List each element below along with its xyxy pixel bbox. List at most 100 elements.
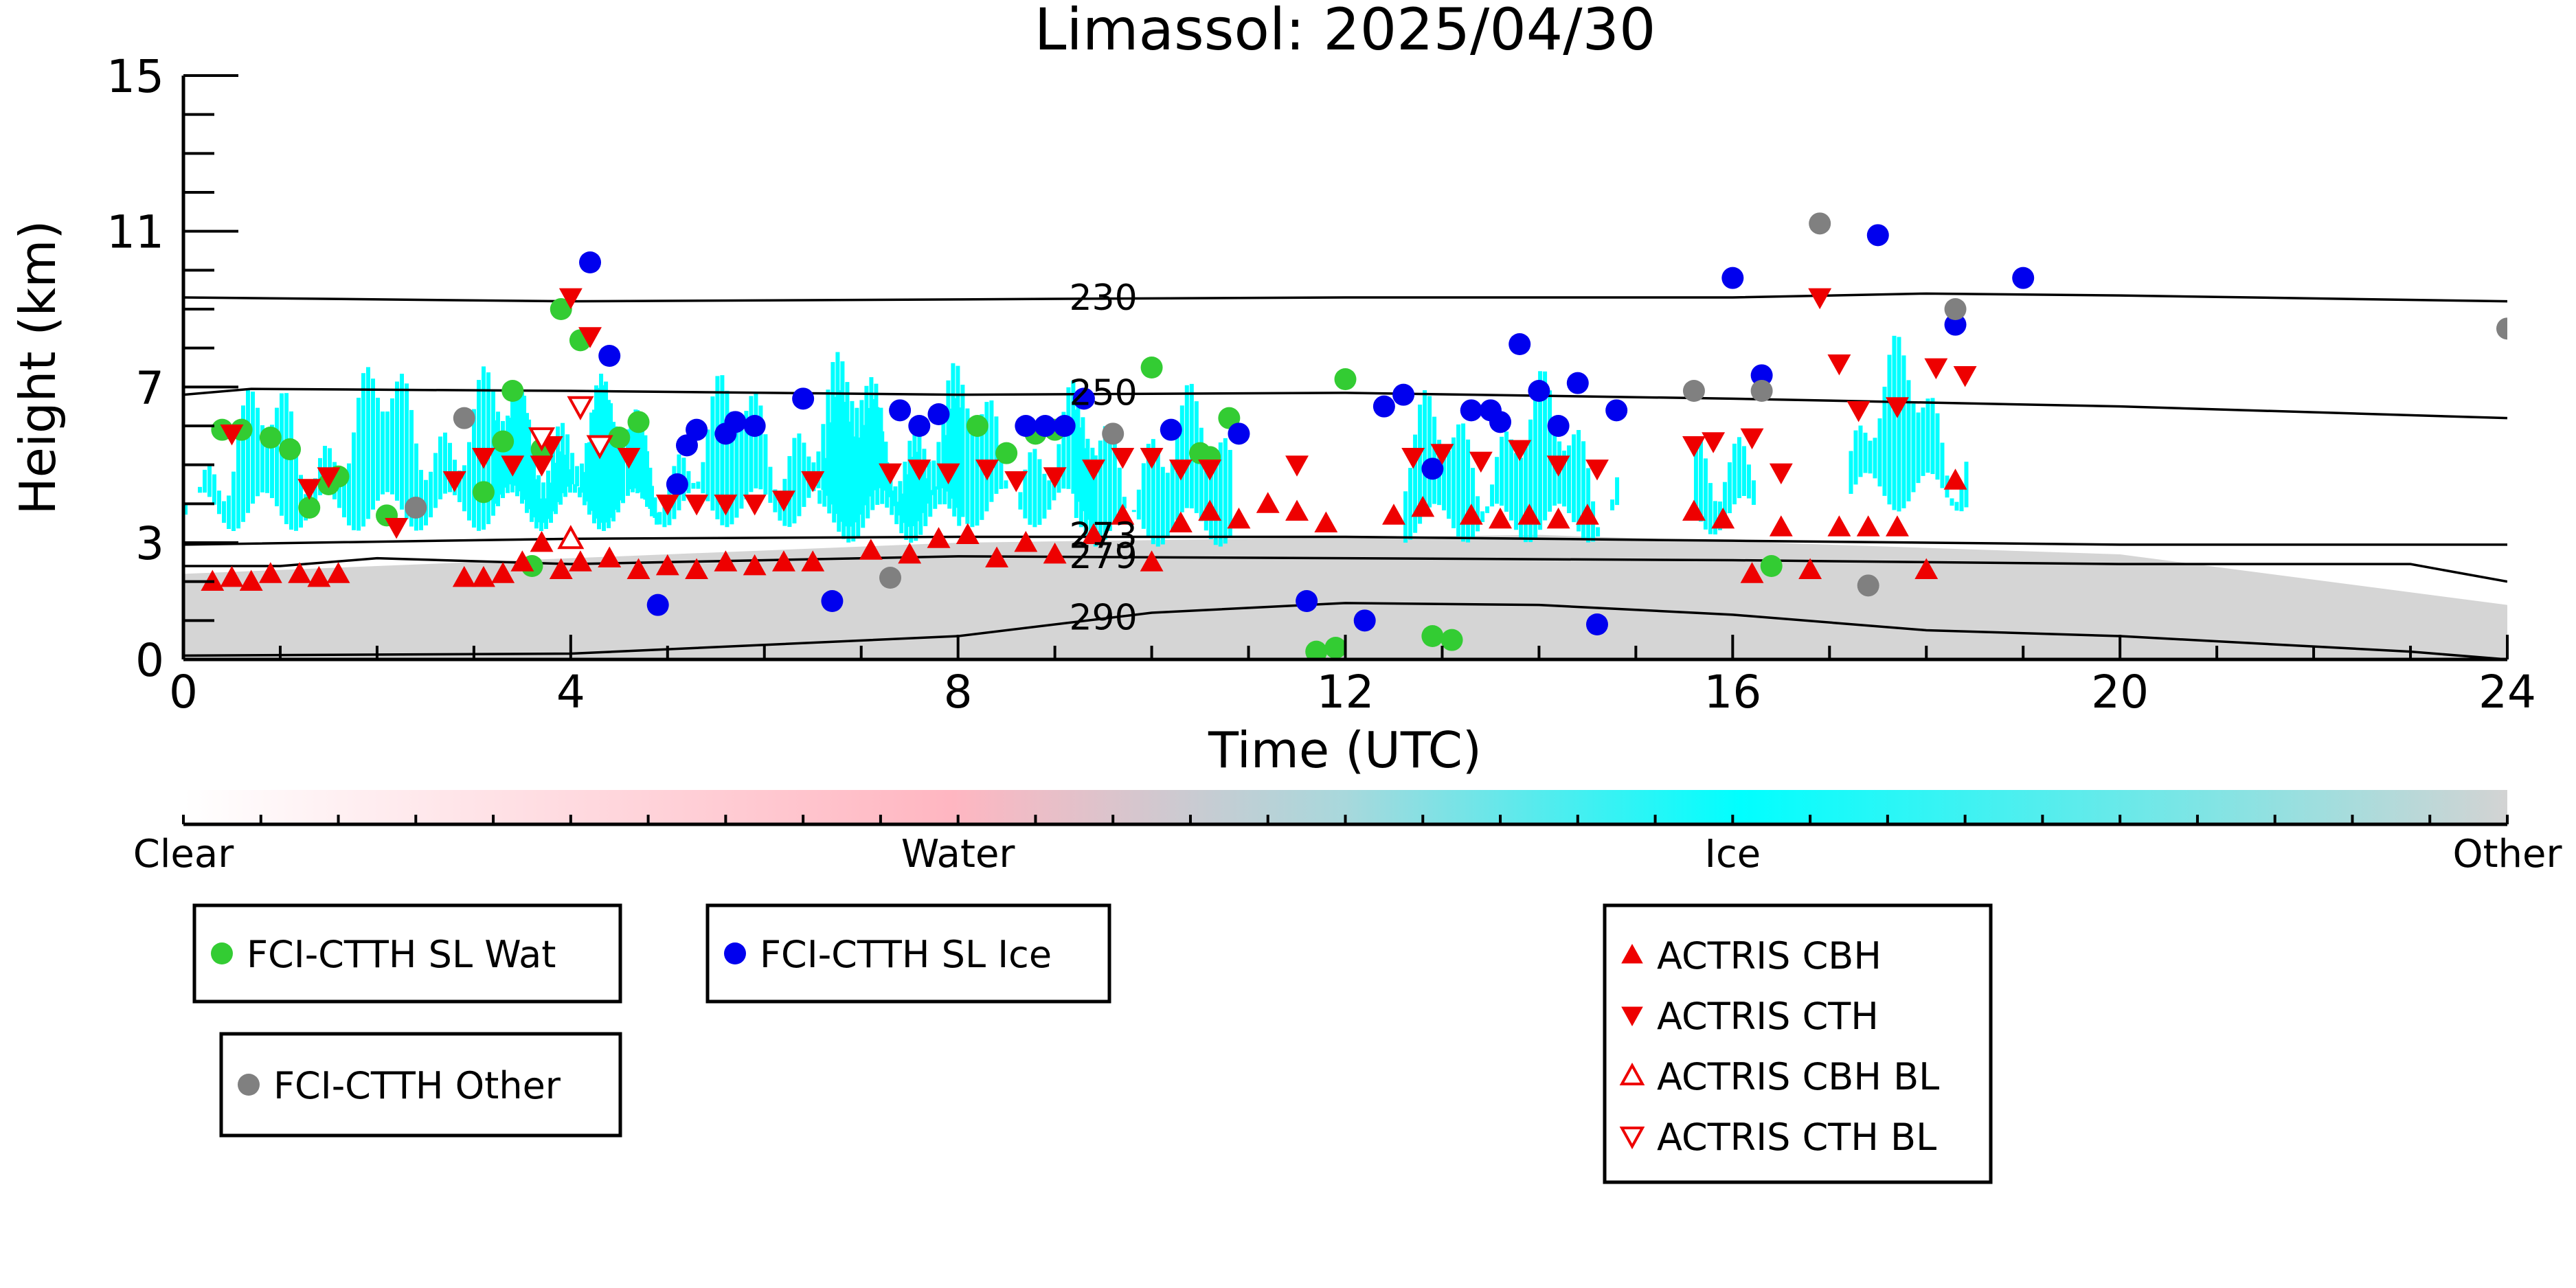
actris-cbh-point — [1682, 499, 1706, 521]
legend-label: ACTRIS CBH BL — [1657, 1055, 1939, 1098]
actris-cbh-point — [1111, 504, 1135, 525]
background-ice-column — [621, 440, 625, 504]
actris-cth-point — [501, 455, 525, 477]
background-ice-column — [1577, 429, 1581, 532]
x-tick-label: 24 — [2478, 666, 2536, 719]
background-ice-column — [618, 439, 623, 501]
actris-cth-point — [1953, 365, 1977, 387]
contour-label: 273 — [1069, 516, 1137, 557]
actris-cbh-point — [1575, 504, 1599, 525]
background-ice-column — [952, 398, 957, 517]
background-ice-column — [1906, 380, 1911, 501]
background-ice-column — [522, 396, 527, 500]
actris-cbh-point — [549, 558, 573, 580]
actris-cbh-point — [1856, 515, 1880, 536]
background-ice-column — [539, 498, 543, 531]
background-ice-column — [856, 437, 861, 536]
fci-ctth-other-point — [2496, 317, 2507, 340]
background-ice-column — [1940, 442, 1945, 488]
marker-layer — [201, 212, 2507, 659]
background-ice-column — [885, 462, 890, 508]
fci-ctth-sl-ice-point — [792, 387, 815, 410]
background-ice-column — [536, 475, 541, 523]
background-ice-column — [1066, 387, 1071, 489]
fci-ctth-sl-ice-point — [743, 415, 766, 437]
background-ice-column — [792, 438, 797, 523]
background-ice-column — [1218, 442, 1223, 547]
actris-cth-point — [771, 490, 795, 512]
background-ice-column — [1562, 451, 1567, 507]
colorbar-label: Clear — [133, 832, 234, 877]
actris-cth-point — [317, 467, 341, 488]
background-ice-column — [1032, 449, 1037, 528]
background-ice-column — [429, 471, 433, 518]
actris-cth-point — [617, 447, 641, 469]
fci-ctth-sl-wat-point — [627, 411, 650, 433]
background-ice-column — [725, 390, 730, 528]
fci-ctth-sl-wat-point — [1140, 357, 1163, 379]
background-ice-column — [1887, 354, 1892, 505]
background-ice-column — [643, 435, 648, 500]
background-ice-column — [1408, 468, 1413, 540]
actris-cbh-point — [598, 546, 622, 568]
background-ice-column — [821, 424, 826, 490]
background-ice-column — [1737, 437, 1741, 499]
background-ice-column — [568, 469, 572, 493]
chart-title: Limassol: 2025/04/30 — [1035, 0, 1656, 63]
background-ice-column — [527, 419, 532, 510]
actris-cth-point — [385, 517, 409, 539]
background-ice-column — [965, 408, 970, 524]
colorbar-label: Water — [901, 832, 1016, 877]
actris-cbh-point — [1711, 507, 1735, 529]
background-ice-column — [1490, 484, 1495, 507]
background-ice-column — [928, 490, 933, 517]
actris-cth-point — [1924, 358, 1948, 380]
background-ice-column — [1175, 436, 1179, 520]
background-ice-column — [472, 409, 476, 528]
fci-ctth-other-point — [1750, 380, 1773, 402]
fci-ctth-sl-ice-point — [1547, 415, 1570, 437]
background-ice-column — [933, 486, 938, 509]
fci-ctth-sl-ice-point — [1053, 415, 1076, 437]
background-ice-column — [1112, 439, 1117, 522]
background-ice-column — [1427, 396, 1432, 508]
background-ice-column — [1935, 413, 1940, 480]
background-ice-column — [570, 453, 575, 485]
actris-cth-point — [1004, 471, 1028, 493]
background-ice-column — [1485, 506, 1490, 513]
background-ice-column — [1037, 459, 1042, 526]
background-ice-column — [739, 424, 744, 509]
background-ice-column — [561, 422, 565, 493]
actris-cbh-point — [771, 550, 795, 572]
background-ice-column — [424, 479, 428, 526]
background-ice-column — [241, 405, 245, 522]
background-ice-column — [227, 495, 231, 530]
background-ice-column — [501, 420, 505, 499]
background-ice-column — [1146, 444, 1151, 538]
background-ice-column — [970, 424, 975, 528]
background-ice-column — [686, 471, 691, 493]
background-ice-column — [984, 402, 989, 512]
actris-cbh-point — [1517, 504, 1541, 525]
actris-cth-point — [1546, 455, 1570, 477]
background-ice-column — [1476, 496, 1480, 532]
legend-box: FCI-CTTH SL Ice — [705, 903, 1111, 1004]
fci-ctth-sl-wat-point — [1334, 368, 1357, 390]
actris-cth-point — [879, 463, 902, 485]
background-ice-column — [927, 461, 931, 504]
background-ice-column — [1863, 432, 1868, 473]
background-ice-column — [1732, 443, 1737, 505]
background-ice-column — [1447, 451, 1451, 519]
background-ice-column — [580, 463, 585, 493]
fci-ctth-sl-wat-point — [1760, 555, 1783, 577]
actris-cbh-point — [1140, 550, 1164, 572]
background-ice-column — [409, 409, 414, 527]
background-ice-column — [376, 398, 380, 501]
actris-cbh-point — [1227, 507, 1251, 529]
actris-cth-point — [297, 479, 321, 500]
actris-cbh-point — [1827, 515, 1851, 536]
background-ice-column — [265, 432, 269, 493]
contour-label: 279 — [1069, 536, 1137, 577]
background-ice-column — [989, 400, 994, 502]
